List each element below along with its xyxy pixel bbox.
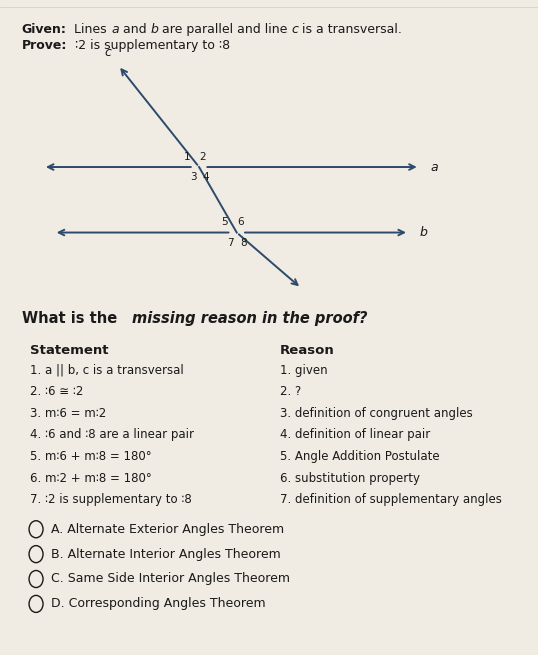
Text: 5. m∶6 + m∶8 = 180°: 5. m∶6 + m∶8 = 180° [30, 450, 151, 463]
Text: Given:: Given: [22, 23, 66, 36]
Text: 7. ∶2 is supplementary to ∶8: 7. ∶2 is supplementary to ∶8 [30, 493, 192, 506]
Text: missing reason in the proof?: missing reason in the proof? [132, 311, 367, 326]
Text: B. Alternate Interior Angles Theorem: B. Alternate Interior Angles Theorem [51, 548, 281, 561]
Text: 4: 4 [203, 172, 209, 182]
Text: 8: 8 [240, 238, 247, 248]
Text: A. Alternate Exterior Angles Theorem: A. Alternate Exterior Angles Theorem [51, 523, 284, 536]
Text: What is the: What is the [22, 311, 122, 326]
Text: are parallel and line: are parallel and line [158, 23, 292, 36]
Text: D. Corresponding Angles Theorem: D. Corresponding Angles Theorem [51, 597, 266, 610]
Text: 4. definition of linear pair: 4. definition of linear pair [280, 428, 430, 441]
Text: a: a [430, 160, 438, 174]
Text: 5. Angle Addition Postulate: 5. Angle Addition Postulate [280, 450, 440, 463]
Text: 6. substitution property: 6. substitution property [280, 472, 420, 485]
Text: 2: 2 [199, 152, 206, 162]
Text: Lines: Lines [66, 23, 111, 36]
Text: 5: 5 [222, 217, 228, 227]
Text: Reason: Reason [280, 344, 335, 357]
Text: 1: 1 [184, 152, 190, 162]
Text: 3. m∶6 = m∶2: 3. m∶6 = m∶2 [30, 407, 106, 420]
Text: C. Same Side Interior Angles Theorem: C. Same Side Interior Angles Theorem [51, 572, 290, 586]
Text: 3: 3 [190, 172, 196, 182]
Text: 7. definition of supplementary angles: 7. definition of supplementary angles [280, 493, 501, 506]
Text: Statement: Statement [30, 344, 108, 357]
Text: 1. given: 1. given [280, 364, 328, 377]
Text: 7: 7 [228, 238, 234, 248]
Text: c: c [104, 46, 111, 59]
Text: 6. m∶2 + m∶8 = 180°: 6. m∶2 + m∶8 = 180° [30, 472, 151, 485]
Text: 3. definition of congruent angles: 3. definition of congruent angles [280, 407, 472, 420]
Text: Prove:: Prove: [22, 39, 67, 52]
Text: a: a [111, 23, 119, 36]
Text: c: c [292, 23, 299, 36]
Text: 6: 6 [237, 217, 244, 227]
Text: 1. a || b, c is a transversal: 1. a || b, c is a transversal [30, 364, 183, 377]
Text: 4. ∶6 and ∶8 are a linear pair: 4. ∶6 and ∶8 are a linear pair [30, 428, 194, 441]
Text: ∶2 is supplementary to ∶8: ∶2 is supplementary to ∶8 [67, 39, 230, 52]
Text: 2. ?: 2. ? [280, 385, 301, 398]
Text: b: b [150, 23, 158, 36]
Text: b: b [420, 226, 428, 239]
Text: and: and [119, 23, 150, 36]
Text: 2. ∶6 ≅ ∶2: 2. ∶6 ≅ ∶2 [30, 385, 83, 398]
Text: is a transversal.: is a transversal. [299, 23, 402, 36]
